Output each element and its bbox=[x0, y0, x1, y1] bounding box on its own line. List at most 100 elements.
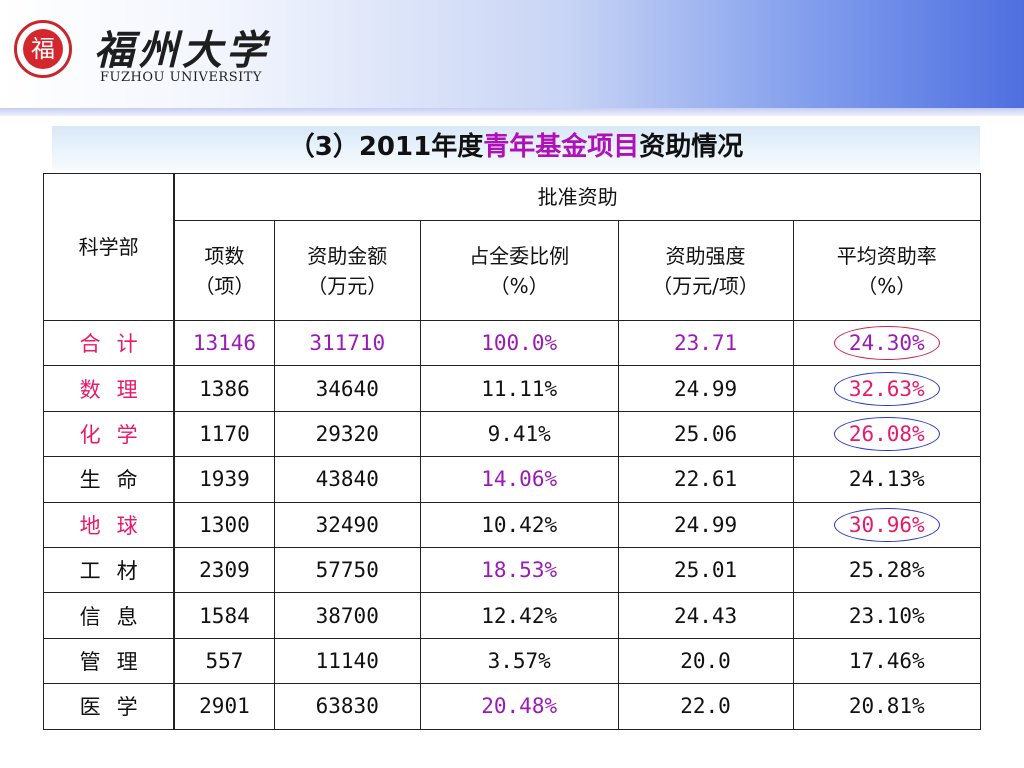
header-banner bbox=[0, 0, 1024, 108]
cell-amount-value: 29320 bbox=[315, 421, 379, 446]
cell-count: 557 bbox=[173, 637, 275, 685]
table-row: 化学 1170 29320 9.41% 25.06 26.08% bbox=[43, 410, 982, 458]
cell-count: 1386 bbox=[173, 365, 275, 412]
cell-count-value: 1170 bbox=[199, 421, 250, 446]
cell-amount-value: 34640 bbox=[315, 376, 379, 401]
cell-rate-value: 26.08% bbox=[833, 416, 940, 451]
header-rate: 平均资助率 （%） bbox=[792, 220, 982, 321]
cell-amount-value: 38700 bbox=[315, 603, 379, 628]
table-row: 医学 2901 63830 20.48% 22.0 20.81% bbox=[43, 683, 982, 730]
cell-count-value: 557 bbox=[205, 648, 244, 673]
cell-intensity: 20.0 bbox=[617, 637, 794, 685]
cell-intensity-value: 22.61 bbox=[673, 467, 738, 492]
cell-count-value: 2901 bbox=[199, 694, 250, 719]
cell-dept: 工材 bbox=[43, 546, 176, 594]
cell-intensity-value: 24.99 bbox=[673, 512, 738, 537]
university-logo-chinese: 福州大学 bbox=[94, 27, 270, 74]
cell-rate-value: 23.10% bbox=[848, 603, 925, 628]
cell-dept: 生命 bbox=[43, 456, 176, 503]
cell-intensity: 24.99 bbox=[617, 501, 794, 548]
table-row: 生命 1939 43840 14.06% 22.61 24.13% bbox=[43, 456, 982, 503]
cell-count: 2901 bbox=[173, 683, 275, 730]
cell-amount-value: 43840 bbox=[315, 467, 379, 492]
cell-amount: 43840 bbox=[273, 456, 421, 503]
cell-rate-value: 30.96% bbox=[833, 507, 940, 542]
cell-intensity: 22.0 bbox=[617, 683, 794, 730]
cell-rate: 20.81% bbox=[792, 683, 982, 730]
header-amount: 资助金额 （万元） bbox=[273, 220, 421, 321]
table-row: 管理 557 11140 3.57% 20.0 17.46% bbox=[43, 637, 982, 685]
cell-ratio: 18.53% bbox=[419, 546, 619, 594]
table-row: 地球 1300 32490 10.42% 24.99 30.96% bbox=[43, 501, 982, 548]
funding-table: 科学部 批准资助 项数 （项） 资助金额 （万元） 占全委比例 （%） 资助强度 （万元… bbox=[43, 173, 982, 730]
cell-rate-value: 32.63% bbox=[833, 371, 940, 406]
cell-count-value: 1300 bbox=[199, 512, 250, 537]
table-row: 信息 1584 38700 12.42% 24.43 23.10% bbox=[43, 592, 982, 639]
cell-ratio-value: 11.11% bbox=[481, 376, 558, 401]
cell-ratio-value: 10.42% bbox=[481, 512, 558, 537]
cell-amount-value: 63830 bbox=[315, 694, 379, 719]
cell-intensity: 22.61 bbox=[617, 456, 794, 503]
cell-dept-value: 信息 bbox=[79, 604, 154, 629]
cell-rate: 32.63% bbox=[792, 365, 982, 412]
cell-ratio-value: 3.57% bbox=[487, 648, 551, 673]
cell-dept: 医学 bbox=[43, 683, 176, 730]
cell-dept-value: 化学 bbox=[79, 422, 154, 447]
cell-amount: 29320 bbox=[273, 410, 421, 458]
cell-amount: 63830 bbox=[273, 683, 421, 730]
cell-ratio-value: 18.53% bbox=[481, 558, 558, 583]
cell-intensity: 25.06 bbox=[617, 410, 794, 458]
header-group: 批准资助 bbox=[173, 173, 982, 221]
cell-ratio: 9.41% bbox=[419, 410, 619, 458]
cell-ratio-value: 14.06% bbox=[481, 467, 558, 492]
cell-intensity-value: 24.43 bbox=[673, 603, 738, 628]
cell-ratio: 11.11% bbox=[419, 365, 619, 412]
cell-intensity: 25.01 bbox=[617, 546, 794, 594]
cell-ratio: 100.0% bbox=[419, 319, 619, 367]
cell-count: 1300 bbox=[173, 501, 275, 548]
slide-title: （3）2011年度青年基金项目资助情况 bbox=[52, 130, 980, 164]
cell-ratio-value: 20.48% bbox=[481, 694, 558, 719]
cell-count-value: 13146 bbox=[192, 331, 257, 356]
cell-dept: 地球 bbox=[43, 501, 176, 548]
cell-rate-value: 24.30% bbox=[833, 326, 940, 361]
cell-dept: 化学 bbox=[43, 410, 176, 458]
cell-rate-value: 24.13% bbox=[848, 467, 925, 492]
title-suffix: 资助情况 bbox=[639, 132, 744, 162]
cell-intensity-value: 23.71 bbox=[673, 331, 738, 356]
cell-dept-value: 医学 bbox=[79, 695, 154, 720]
cell-ratio-value: 100.0% bbox=[481, 331, 558, 356]
cell-intensity-value: 25.01 bbox=[673, 558, 738, 583]
cell-amount-value: 11140 bbox=[315, 648, 379, 673]
cell-ratio: 3.57% bbox=[419, 637, 619, 685]
cell-dept: 信息 bbox=[43, 592, 176, 639]
cell-rate-value: 20.81% bbox=[848, 694, 925, 719]
cell-intensity: 23.71 bbox=[617, 319, 794, 367]
cell-ratio: 12.42% bbox=[419, 592, 619, 639]
title-band bbox=[52, 126, 980, 170]
cell-rate: 25.28% bbox=[792, 546, 982, 594]
header-count: 项数 （项） bbox=[173, 220, 275, 321]
cell-ratio: 10.42% bbox=[419, 501, 619, 548]
cell-count: 13146 bbox=[173, 319, 275, 367]
cell-count: 1939 bbox=[173, 456, 275, 503]
cell-dept: 管理 bbox=[43, 637, 176, 685]
cell-amount-value: 311710 bbox=[309, 331, 386, 356]
cell-count-value: 1386 bbox=[199, 376, 250, 401]
university-seal-icon: 福 bbox=[14, 20, 72, 78]
cell-amount: 11140 bbox=[273, 637, 421, 685]
header-ratio: 占全委比例 （%） bbox=[419, 220, 619, 321]
title-prefix: （3）2011年度 bbox=[288, 132, 484, 162]
seal-character: 福 bbox=[23, 29, 63, 69]
cell-intensity-value: 20.0 bbox=[680, 648, 731, 673]
header-intensity: 资助强度 （万元/项） bbox=[617, 220, 794, 321]
cell-dept: 数理 bbox=[43, 365, 176, 412]
cell-rate: 26.08% bbox=[792, 410, 982, 458]
cell-rate: 24.13% bbox=[792, 456, 982, 503]
cell-rate-value: 25.28% bbox=[848, 558, 925, 583]
cell-count-value: 1584 bbox=[199, 603, 250, 628]
cell-ratio-value: 9.41% bbox=[487, 421, 551, 446]
cell-rate: 24.30% bbox=[792, 319, 982, 367]
title-highlight: 青年基金项目 bbox=[483, 132, 640, 162]
cell-amount: 34640 bbox=[273, 365, 421, 412]
